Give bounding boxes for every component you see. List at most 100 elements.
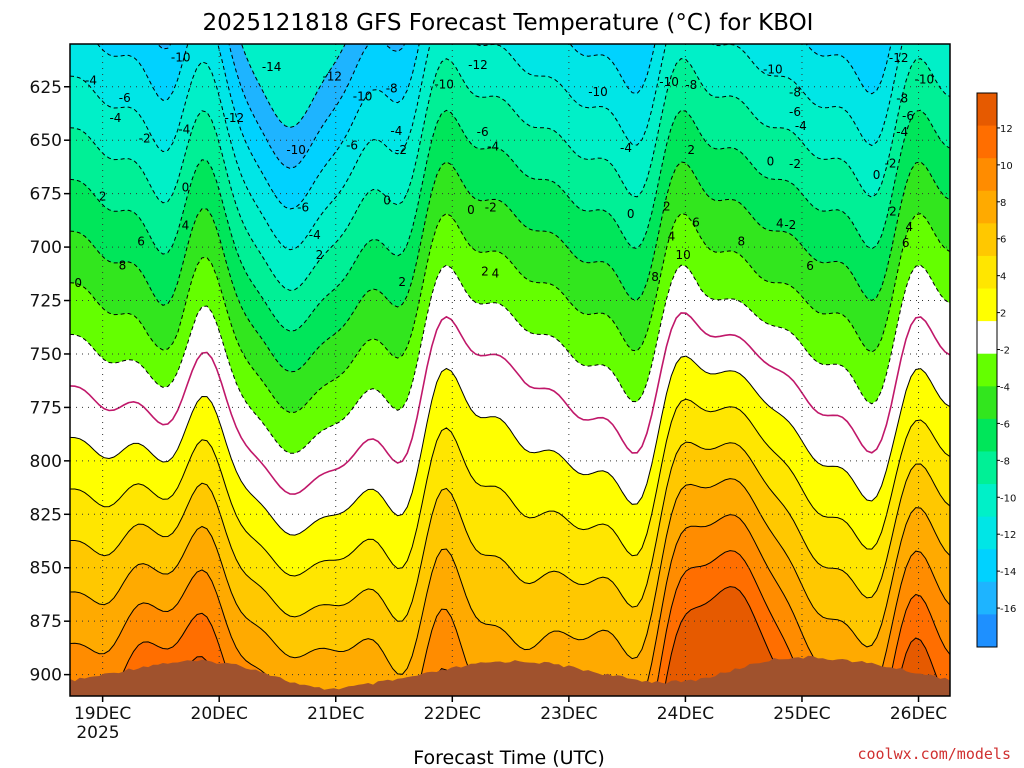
colorbar-tick-label: -16 — [1000, 604, 1016, 615]
ground-surface — [70, 655, 950, 696]
contour-label: -6 — [119, 91, 131, 105]
temperature-bands — [70, 44, 950, 696]
colorbar-swatch — [977, 581, 997, 615]
contour-labels: -10 -14 -12 -10 -8 -10 -12 -10 -10 -8 -10 -12 -10 -8 -… — [74, 50, 934, 290]
contour-label: 6 — [902, 236, 910, 250]
colorbar-tick-label: 2 — [1000, 309, 1006, 320]
plot-area: -10 -14 -12 -10 -8 -10 -12 -10 -10 -8 -10 -12 -10 -8 -… — [70, 44, 950, 696]
y-axis: 625 650 675 700 725 750 775 800 825 850 875 900 — [30, 78, 70, 686]
y-tick-label: 850 — [30, 559, 62, 579]
x-tick-label: 25DEC — [773, 704, 830, 724]
contour-label: -12 — [889, 51, 909, 65]
y-tick-label: 675 — [30, 185, 62, 205]
contour-label: -2 — [789, 157, 801, 171]
grid-lines — [70, 44, 950, 696]
x-tick-label: 24DEC — [657, 704, 714, 724]
y-tick-label: 750 — [30, 345, 62, 365]
colorbar-swatch — [977, 484, 997, 518]
isotherm-line — [70, 478, 950, 675]
colorbar-tick-label: -2 — [1000, 346, 1010, 357]
colorbar-tick-label: 6 — [1000, 235, 1006, 246]
contour-label: -10 — [171, 50, 191, 64]
colorbar-swatch — [977, 321, 997, 355]
colorbar-tick-label: 8 — [1000, 198, 1006, 209]
isotherm-line — [70, 514, 950, 696]
colorbar-tick-label: 10 — [1000, 161, 1013, 172]
contour-label: 2 — [316, 248, 324, 262]
contour-label: -10 — [659, 75, 679, 89]
colorbar-tick-label: -4 — [1000, 382, 1010, 393]
contour-label: -2 — [885, 156, 897, 170]
contour-label: -4 — [109, 111, 121, 125]
isotherm-line — [70, 441, 950, 622]
colorbar-swatch — [977, 418, 997, 452]
contour-label: 8 — [651, 270, 659, 284]
y-tick-label: 625 — [30, 78, 62, 98]
zero-isotherm-line — [70, 312, 950, 495]
contour-label: -2 — [395, 143, 407, 157]
contour-label: 2 — [663, 199, 671, 213]
contour-label: 0 — [74, 276, 82, 290]
contour-label: -10 — [915, 72, 935, 86]
contour-label: 2 — [687, 143, 695, 157]
contour-label: -6 — [902, 109, 914, 123]
contour-label: -8 — [685, 78, 697, 92]
contour-label: -4 — [620, 141, 632, 155]
contour-label: -6 — [346, 138, 358, 152]
colorbar-frame — [976, 92, 998, 648]
colorbar-tick-label: 12 — [1000, 124, 1013, 135]
contour-label: 6 — [137, 235, 145, 249]
contour-label: -2 — [139, 131, 151, 145]
contour-label: -6 — [477, 125, 489, 139]
colorbar-swatch — [977, 255, 997, 290]
y-tick-label: 700 — [30, 238, 62, 258]
contour-label: 0 — [182, 181, 190, 195]
contour-label: -10 — [763, 63, 783, 77]
isotherm-line — [70, 161, 950, 373]
y-tick-label: 825 — [30, 505, 62, 525]
contour-label: -6 — [297, 201, 309, 215]
contour-label: -2 — [485, 201, 497, 215]
contour-label: -8 — [789, 86, 801, 100]
colorbar-swatch — [977, 353, 997, 387]
contour-label: 2 — [398, 275, 406, 289]
chart-title: 2025121818 GFS Forecast Temperature (°C)… — [203, 10, 814, 36]
colorbar-tick-label: -10 — [1000, 493, 1016, 504]
contour-label: 0 — [873, 168, 881, 182]
contour-label: -12 — [468, 58, 488, 72]
isotherm-line — [70, 398, 950, 577]
contour-label: -10 — [286, 143, 306, 157]
colorbar-swatch — [977, 451, 997, 485]
isotherm-line — [70, 109, 950, 332]
contour-label: -10 — [588, 85, 608, 99]
contour-label: 2 — [889, 204, 897, 218]
contour-label: -6 — [789, 105, 801, 119]
colorbar-swatch — [977, 614, 997, 648]
credit-text: coolwx.com/models — [857, 745, 1011, 763]
contour-label: 4 — [492, 267, 500, 281]
y-tick-label: 900 — [30, 666, 62, 686]
colorbar-tick-label: -6 — [1000, 419, 1010, 430]
contour-label: -10 — [353, 90, 373, 104]
x-tick-label: 22DEC — [424, 704, 481, 724]
contour-label: -4 — [896, 125, 908, 139]
contour-label: -8 — [896, 92, 908, 106]
colorbar-tick-label: 4 — [1000, 272, 1006, 283]
y-tick-label: 775 — [30, 398, 62, 418]
contour-label: 10 — [675, 248, 690, 262]
x-tick-label: 26DEC — [890, 704, 947, 724]
contour-label: -12 — [225, 111, 245, 125]
contour-label: -8 — [386, 81, 398, 95]
contour-label: 8 — [738, 235, 746, 249]
x-axis: 19DEC 20DEC 21DEC 22DEC 23DEC 24DEC 25DEC 26DEC — [74, 696, 947, 724]
contour-label: 0 — [627, 207, 635, 221]
contour-label: 6 — [806, 259, 814, 273]
x-tick-label: 19DEC — [74, 704, 131, 724]
x-axis-year: 2025 — [76, 723, 119, 743]
contour-label: -14 — [262, 60, 282, 74]
colorbar-swatch — [977, 549, 997, 583]
contour-label: -4 — [487, 140, 499, 154]
contour-label: 2 — [99, 190, 107, 204]
contour-label: 4 — [905, 220, 913, 234]
colorbar-swatch — [977, 158, 997, 192]
